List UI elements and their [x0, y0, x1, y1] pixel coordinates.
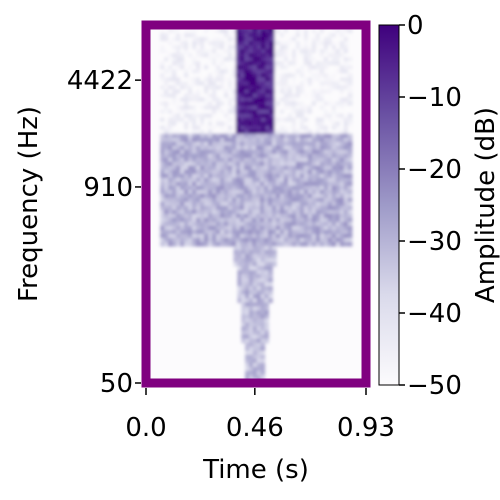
colorbar-tick-label-2: −20	[407, 155, 462, 185]
colorbar-tick-label-5: −50	[407, 371, 462, 401]
y-axis-label: Frequency (Hz)	[14, 106, 44, 302]
colorbar-tick-label-0: 0	[407, 11, 424, 41]
spectrogram-region-3	[233, 245, 277, 384]
y-tick-label-0: 50	[100, 369, 133, 399]
colorbar-tick-label-4: −40	[407, 299, 462, 329]
y-tick-label-2: 4422	[67, 66, 133, 96]
plot-frame	[141, 20, 371, 388]
x-axis-ticks: 0.0 0.46 0.93	[125, 388, 395, 443]
x-tick-label-2: 0.93	[337, 413, 395, 443]
x-axis-label: Time (s)	[202, 455, 309, 485]
colorbar	[378, 24, 400, 386]
colorbar-tick-label-1: −10	[407, 83, 462, 113]
y-tick-label-1: 910	[83, 173, 133, 203]
x-tick-label-0: 0.0	[125, 413, 166, 443]
colorbar-label: Amplitude (dB)	[471, 107, 500, 303]
spectrogram-region-2	[160, 133, 353, 247]
colorbar-tick-label-3: −30	[407, 227, 462, 257]
colorbar-ticks: 0 −10 −20 −30 −40 −50	[399, 11, 462, 401]
plot-area	[146, 25, 366, 384]
y-axis-ticks: 50 910 4422	[67, 66, 141, 399]
spectrogram-region-1	[235, 25, 275, 135]
x-tick-label-1: 0.46	[226, 413, 284, 443]
